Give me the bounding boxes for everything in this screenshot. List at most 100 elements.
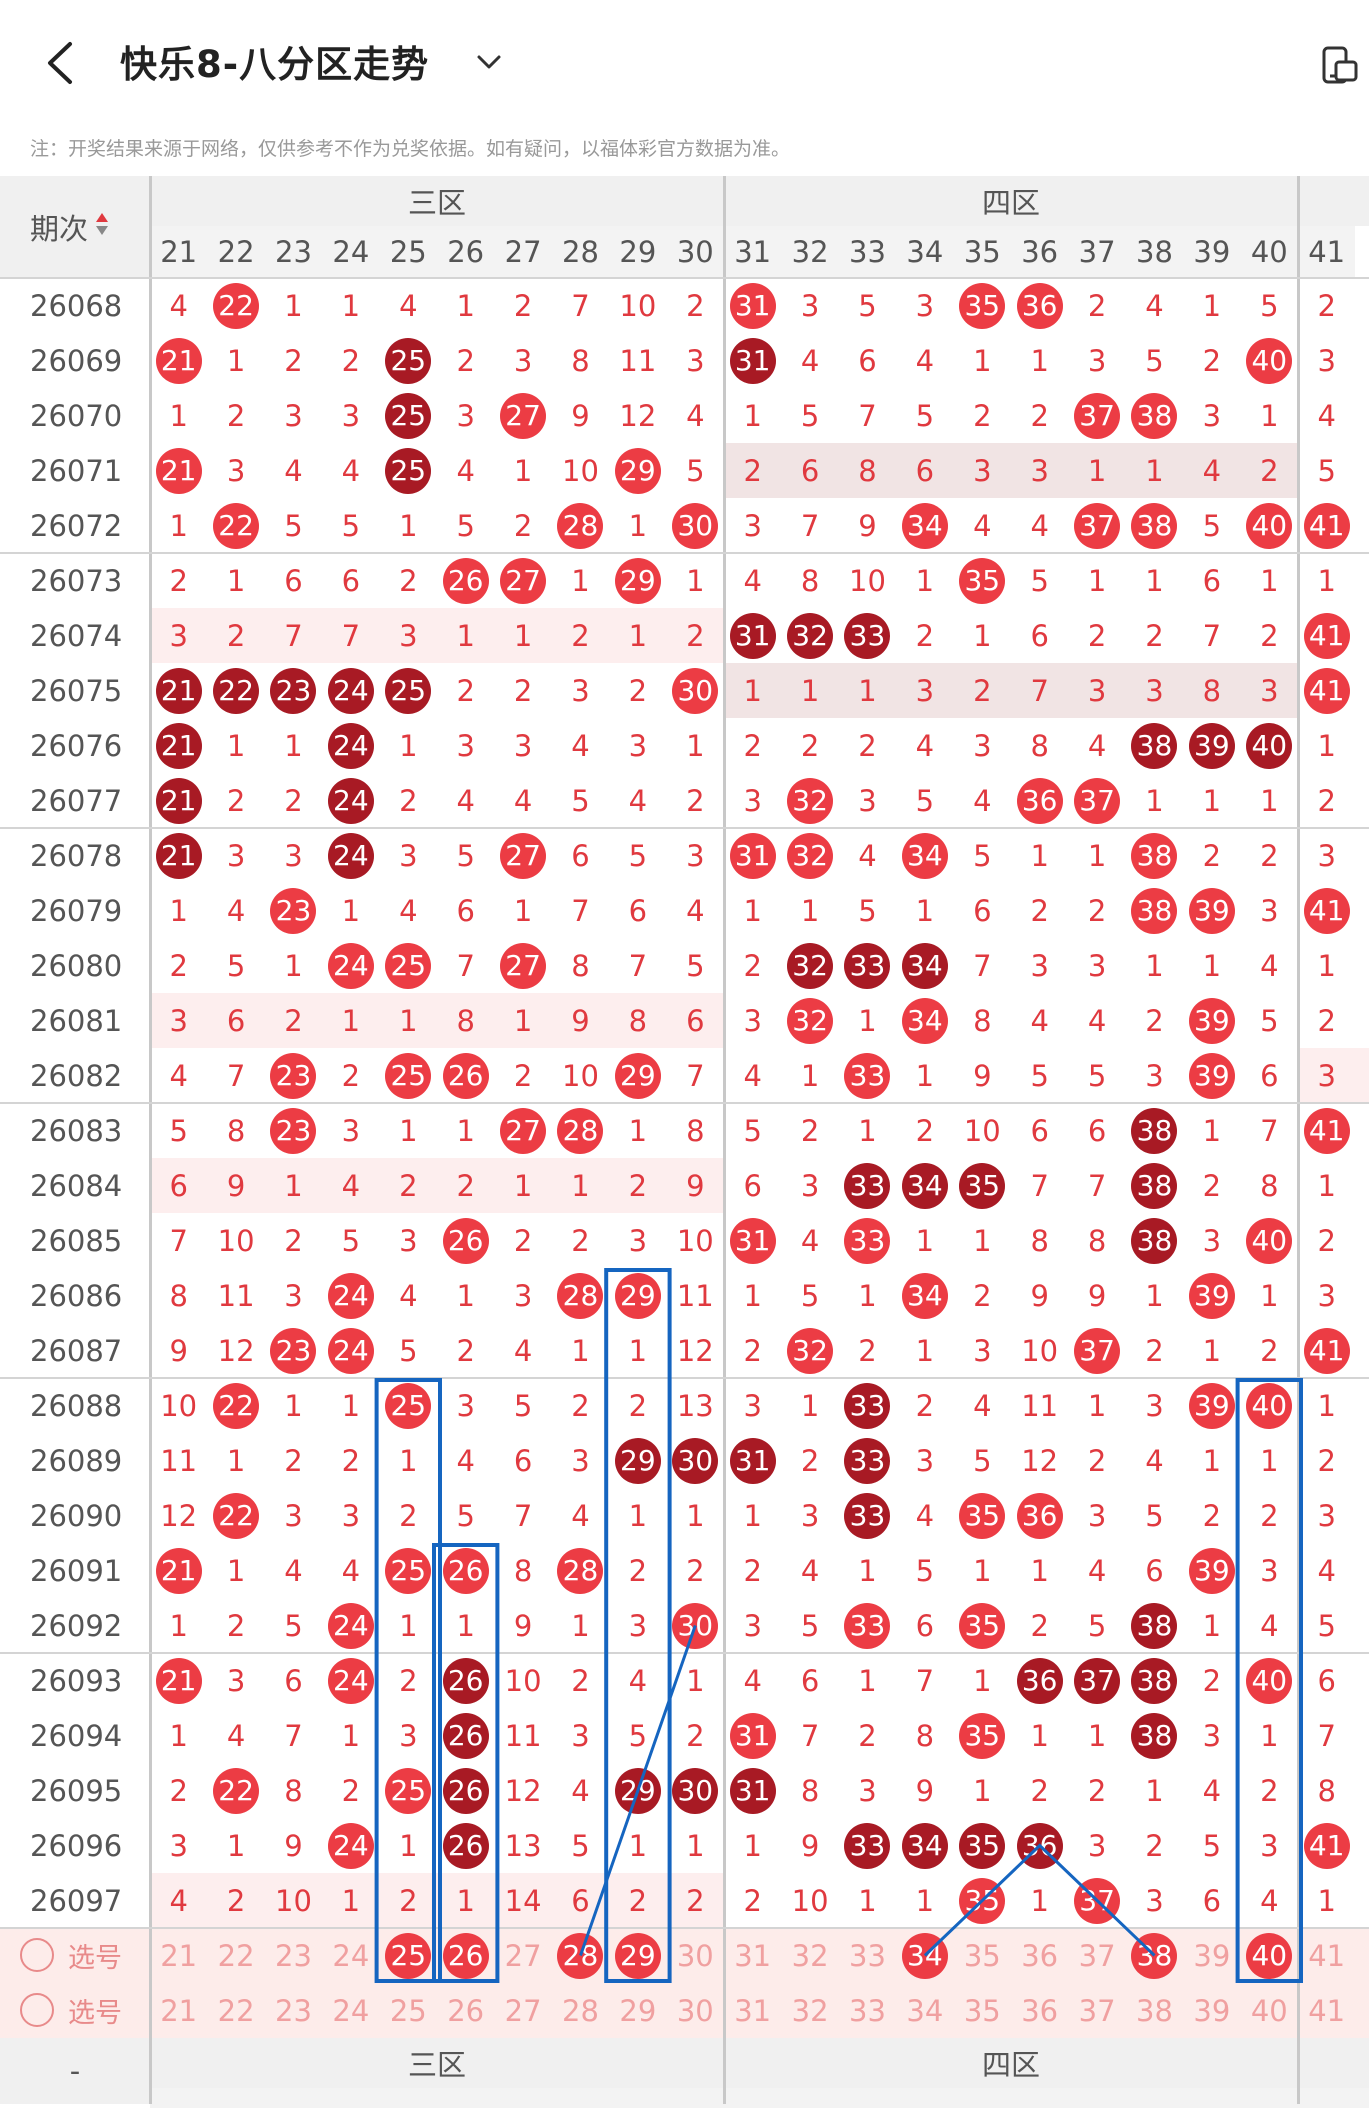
select-number[interactable]: 25 (380, 1928, 437, 1983)
select-number[interactable]: 40 (1250, 1993, 1288, 2028)
select-number[interactable]: 24 (332, 1993, 370, 2028)
selected-number-ball[interactable]: 40 (1246, 1932, 1293, 1979)
miss-count-cell: 2 (628, 1553, 648, 1588)
miss-count-cell: 3 (1260, 893, 1279, 928)
miss-count-cell: 8 (973, 1003, 992, 1038)
miss-count-cell: 2 (399, 1883, 418, 1918)
select-number[interactable]: 35 (963, 1993, 1001, 2028)
hit-cell: 36 (1011, 278, 1068, 333)
select-number[interactable]: 28 (562, 1993, 599, 2028)
select-number[interactable]: 26 (437, 1928, 494, 1983)
number-ball: 33 (844, 1052, 891, 1099)
miss-count-cell: 1 (513, 1168, 533, 1203)
miss-count-cell: 3 (800, 1168, 820, 1203)
period-cell: 26068 (0, 278, 150, 333)
miss-count-cell: 3 (1202, 398, 1222, 433)
miss-count-cell: 2 (1260, 453, 1279, 488)
select-number[interactable]: 28 (552, 1928, 609, 1983)
select-number[interactable]: 36 (1021, 1938, 1059, 1973)
select-number[interactable]: 22 (217, 1938, 255, 1973)
select-number[interactable]: 37 (1078, 1993, 1116, 2028)
miss-count-cell: 4 (743, 1058, 762, 1093)
select-label[interactable]: 选号 (68, 1998, 122, 2029)
select-number[interactable]: 32 (791, 1938, 829, 1973)
select-number[interactable]: 39 (1193, 1938, 1231, 1973)
select-radio[interactable] (20, 1993, 54, 2027)
top-bar: 快乐8-八分区走势 (0, 0, 1369, 130)
select-number[interactable]: 39 (1193, 1993, 1231, 2028)
select-number[interactable]: 27 (504, 1993, 542, 2028)
select-number[interactable]: 31 (734, 1938, 772, 1973)
select-number[interactable]: 23 (275, 1993, 312, 2028)
miss-count-cell: 12 (160, 1498, 198, 1533)
period-header[interactable]: 期次 (0, 176, 150, 278)
miss-count-cell: 3 (743, 1608, 762, 1643)
select-number[interactable]: 40 (1241, 1928, 1298, 1983)
select-number[interactable]: 30 (676, 1993, 714, 2028)
select-number[interactable]: 29 (609, 1928, 666, 1983)
miss-count-cell: 2 (1202, 1663, 1222, 1698)
miss-count-cell: 6 (284, 1663, 303, 1698)
miss-count-cell: 5 (800, 398, 820, 433)
select-number[interactable]: 36 (1021, 1993, 1059, 2028)
select-number[interactable]: 29 (619, 1993, 657, 2028)
selected-number-ball[interactable]: 26 (442, 1932, 489, 1979)
miss-count-cell: 7 (284, 1718, 303, 1753)
miss-count-cell: 2 (1317, 1223, 1336, 1258)
miss-count-cell: 3 (1260, 1828, 1279, 1863)
column-header: 28 (551, 226, 610, 278)
select-number[interactable]: 37 (1078, 1938, 1116, 1973)
select-number[interactable]: 30 (676, 1938, 714, 1973)
select-number[interactable]: 35 (963, 1938, 1001, 1973)
select-number[interactable]: 21 (160, 1993, 198, 2028)
miss-count-cell: 5 (1087, 1608, 1107, 1643)
select-number[interactable]: 26 (447, 1993, 485, 2028)
number-ball: 24 (327, 942, 374, 989)
device-switch-icon[interactable] (1320, 44, 1360, 86)
hit-cell: 23 (265, 1323, 322, 1378)
hit-cell: 25 (380, 1763, 437, 1818)
select-number[interactable]: 38 (1136, 1993, 1173, 2028)
miss-count-cell: 1 (1317, 1168, 1336, 1203)
number-ball: 21 (155, 777, 202, 824)
period-cell: 26079 (0, 883, 150, 938)
select-number[interactable]: 24 (332, 1938, 370, 1973)
selected-number-ball[interactable]: 28 (557, 1932, 604, 1979)
number-ball: 35 (959, 557, 1006, 604)
chevron-left-icon[interactable] (40, 38, 84, 88)
hit-cell: 31 (724, 608, 781, 663)
miss-count-cell: 4 (456, 453, 475, 488)
miss-count-cell: 1 (226, 728, 246, 763)
sort-icon[interactable] (94, 209, 110, 246)
select-number[interactable]: 23 (275, 1938, 312, 1973)
select-radio[interactable] (20, 1938, 54, 1972)
select-number[interactable]: 41 (1308, 1938, 1346, 1973)
select-number[interactable]: 41 (1308, 1993, 1346, 2028)
select-number[interactable]: 33 (849, 1938, 886, 1973)
miss-count-cell: 5 (915, 783, 935, 818)
number-ball: 37 (1074, 1327, 1121, 1374)
number-ball: 41 (1303, 612, 1350, 659)
select-number[interactable]: 25 (389, 1993, 427, 2028)
selected-number-ball[interactable]: 25 (385, 1932, 432, 1979)
select-number[interactable]: 33 (849, 1993, 886, 2028)
select-number[interactable]: 27 (504, 1938, 542, 1973)
select-number[interactable]: 31 (734, 1993, 772, 2028)
number-ball: 38 (1131, 502, 1178, 549)
selected-number-ball[interactable]: 29 (614, 1932, 661, 1979)
miss-count-cell: 5 (571, 783, 590, 818)
hit-cell: 25 (380, 388, 437, 443)
select-number[interactable]: 34 (906, 1993, 944, 2028)
select-number[interactable]: 21 (160, 1938, 198, 1973)
select-number[interactable]: 32 (791, 1993, 829, 2028)
miss-count-cell: 2 (1030, 1608, 1049, 1643)
select-number[interactable]: 22 (217, 1993, 255, 2028)
number-ball: 24 (327, 667, 374, 714)
chevron-down-icon[interactable] (476, 52, 502, 72)
select-label[interactable]: 选号 (68, 1943, 122, 1974)
number-ball: 29 (614, 447, 661, 494)
period-cell: 26076 (0, 718, 150, 773)
number-ball: 24 (327, 1657, 374, 1704)
number-ball: 32 (787, 777, 834, 824)
miss-count-cell: 4 (1145, 288, 1164, 323)
